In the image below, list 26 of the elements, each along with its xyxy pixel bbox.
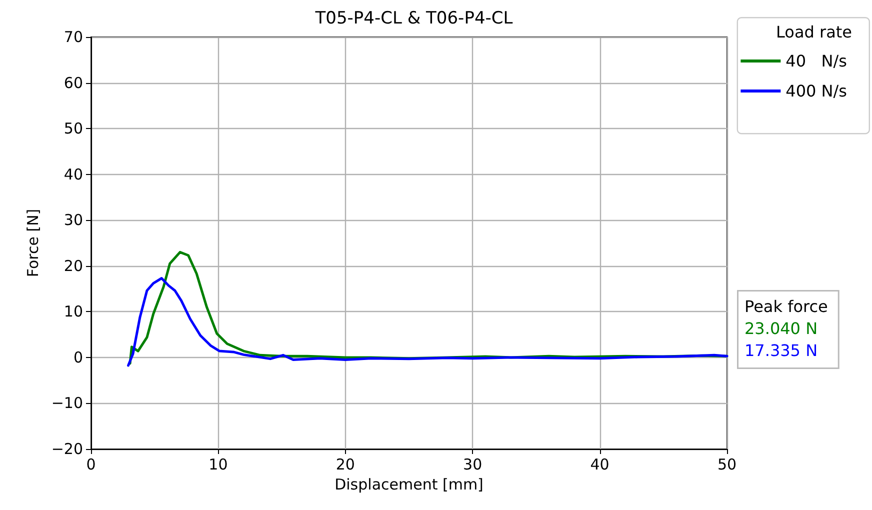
y-tick-label: 40 — [64, 165, 83, 184]
y-tick-label: 50 — [64, 120, 83, 138]
y-tick-label: 70 — [64, 28, 83, 46]
x-axis-title: Displacement [mm] — [334, 476, 484, 494]
y-tick-label: 30 — [64, 211, 83, 230]
x-tick-label: 50 — [717, 456, 737, 474]
chart-title: T05-P4-CL & T06-P4-CL — [314, 8, 514, 28]
text: Peak force — [744, 297, 828, 316]
y-tick-label: 60 — [64, 74, 83, 92]
x-tick-label: 30 — [463, 456, 482, 474]
y-tick-label: 0 — [73, 348, 83, 366]
line-series — [127, 277, 728, 367]
x-tick-label: 40 — [590, 456, 610, 474]
y-axis-title: Force [N] — [24, 208, 42, 278]
y-tick-label: 10 — [64, 302, 83, 321]
legend-label: 400 N/s — [786, 82, 848, 100]
y-tick-label: −20 — [51, 440, 83, 458]
legend-label: 40 N/s — [786, 52, 847, 70]
x-tick-label: 20 — [336, 456, 355, 474]
x-tick-label: 0 — [86, 456, 96, 474]
text: 17.335 N — [744, 341, 818, 360]
legend-title: Load rate — [776, 22, 852, 42]
text: 23.040 N — [744, 319, 818, 338]
x-tick-label: 10 — [208, 456, 228, 474]
y-tick-label: −10 — [51, 394, 83, 412]
y-tick-label: 20 — [64, 256, 83, 275]
